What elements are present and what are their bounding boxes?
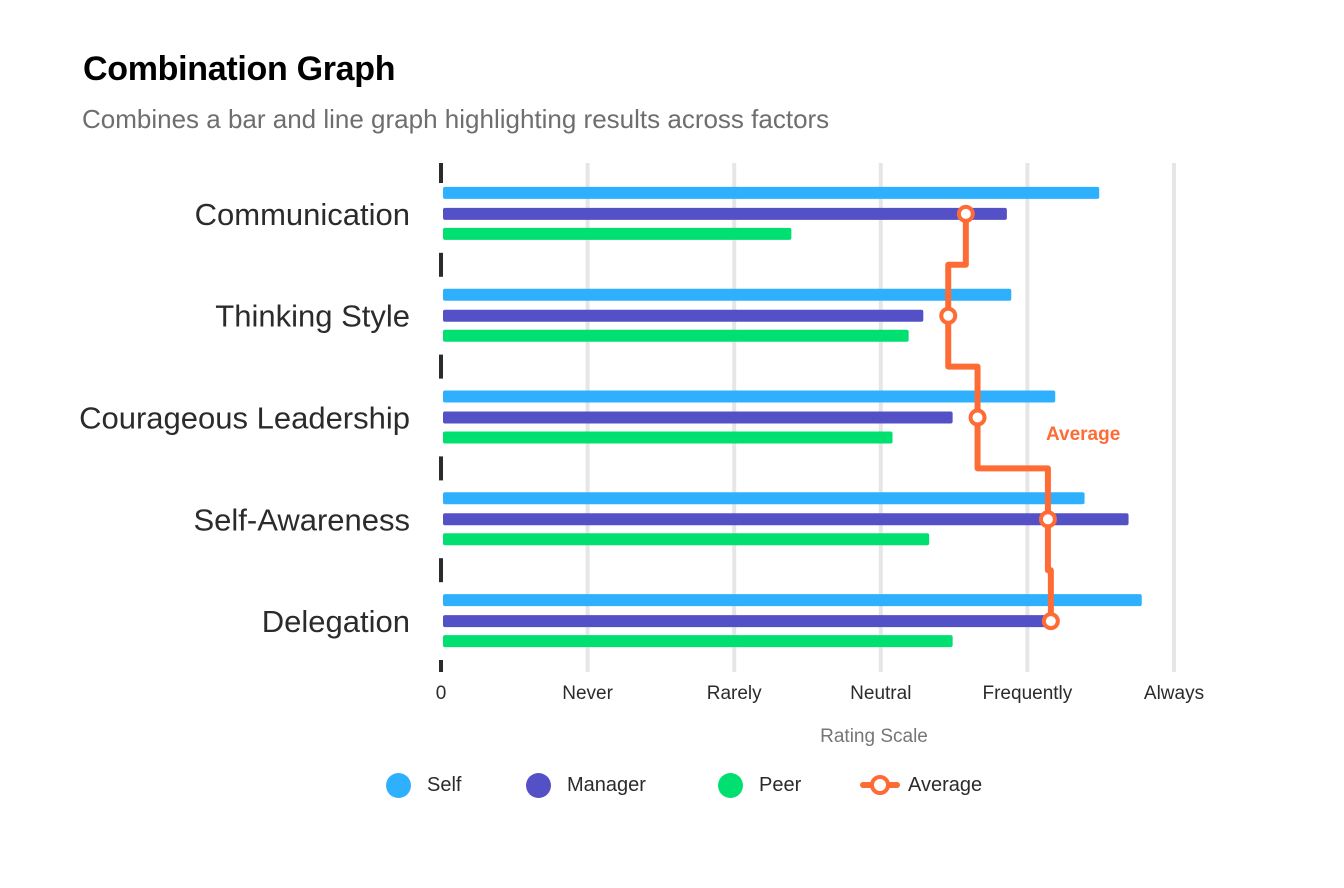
x-tick-label: Neutral bbox=[850, 683, 911, 704]
legend-label-average: Average bbox=[908, 773, 983, 796]
bar-self-4 bbox=[443, 594, 1142, 607]
average-annotation: Average bbox=[1046, 424, 1120, 445]
average-point-4 bbox=[1041, 612, 1060, 631]
legend-label-self: Self bbox=[427, 773, 462, 796]
legend-item-peer: Peer bbox=[718, 770, 801, 800]
legend-item-average: Average bbox=[860, 770, 982, 800]
chart-title: Combination Graph bbox=[83, 50, 396, 88]
legend-swatch-average-icon bbox=[860, 775, 900, 795]
legend-item-self: Self bbox=[386, 770, 461, 800]
average-point-3 bbox=[1038, 510, 1057, 529]
category-label: Courageous Leadership bbox=[79, 401, 410, 436]
average-point-0 bbox=[956, 204, 975, 223]
legend-item-manager: Manager bbox=[526, 770, 646, 800]
bar-peer-2 bbox=[443, 431, 893, 444]
legend-swatch-self bbox=[386, 772, 411, 798]
labels: 0 Never Rarely Neutral Frequently Always Commu… bbox=[79, 197, 1204, 704]
bar-self-2 bbox=[443, 390, 1056, 403]
bar-manager-4 bbox=[443, 615, 1047, 628]
average-point-2 bbox=[968, 408, 987, 427]
bar-manager-0 bbox=[443, 207, 1007, 220]
average-step-line bbox=[945, 213, 1054, 622]
bar-self-3 bbox=[443, 492, 1085, 505]
bar-peer-1 bbox=[443, 329, 909, 342]
legend-label-manager: Manager bbox=[567, 773, 646, 796]
x-tick-label: Frequently bbox=[983, 683, 1073, 704]
legend-swatch-peer bbox=[718, 772, 743, 798]
x-axis-title: Rating Scale bbox=[820, 726, 928, 747]
bar-manager-2 bbox=[443, 411, 953, 424]
bar-peer-0 bbox=[443, 227, 792, 240]
x-tick-label: Always bbox=[1144, 683, 1204, 704]
average-point-1 bbox=[939, 306, 958, 325]
bar-manager-1 bbox=[443, 309, 924, 322]
category-label: Self-Awareness bbox=[193, 502, 410, 537]
bar-manager-3 bbox=[443, 513, 1129, 526]
average-line bbox=[939, 204, 1060, 631]
legend-label-peer: Peer bbox=[759, 773, 802, 796]
category-label: Thinking Style bbox=[215, 299, 410, 334]
bars bbox=[443, 186, 1142, 648]
bar-peer-4 bbox=[443, 635, 953, 648]
legend-swatch-manager bbox=[526, 772, 551, 798]
x-tick-label: Never bbox=[562, 683, 613, 704]
category-label: Delegation bbox=[262, 604, 410, 639]
bar-peer-3 bbox=[443, 533, 930, 546]
x-tick-label: Rarely bbox=[707, 683, 762, 704]
bar-self-0 bbox=[443, 186, 1100, 199]
chart-subtitle: Combines a bar and line graph highlighti… bbox=[82, 104, 830, 134]
x-tick-label: 0 bbox=[436, 683, 447, 704]
legend: Self Manager Peer Average bbox=[0, 770, 1344, 800]
category-label: Communication bbox=[195, 197, 410, 232]
bar-self-1 bbox=[443, 288, 1012, 301]
